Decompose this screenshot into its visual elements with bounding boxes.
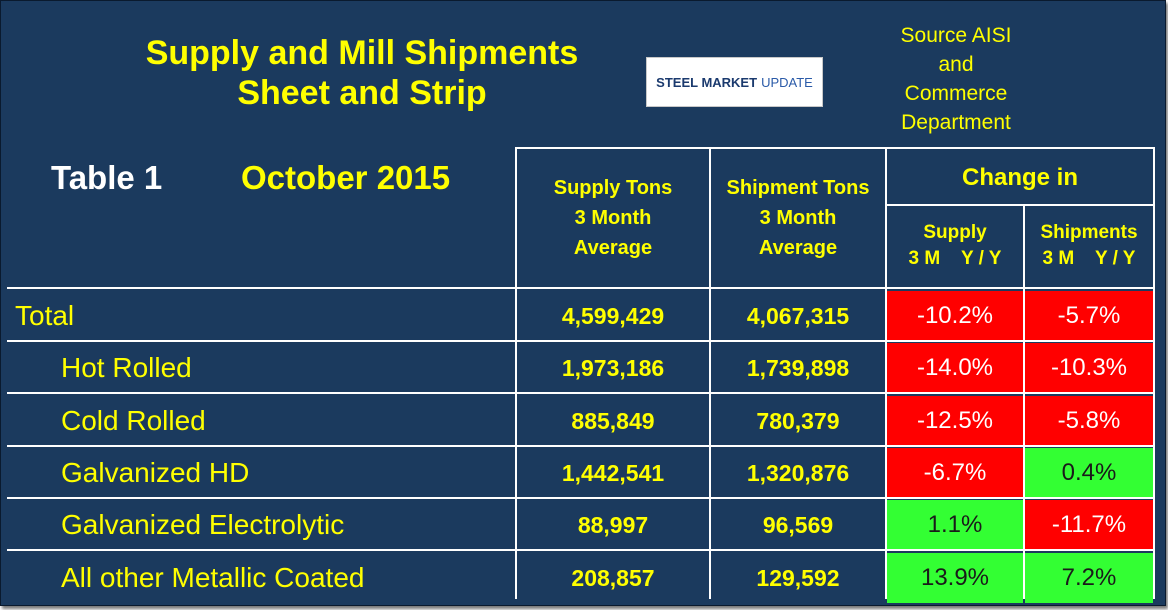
shipments-change-cell: -5.7% [1025,291,1153,341]
supply-change-cell: -12.5% [887,396,1023,446]
grid-line [887,204,1155,206]
row-label: Cold Rolled [61,405,206,436]
supply-value: 88,997 [577,512,649,538]
grid-line [885,147,887,599]
shipments-change-cell: -5.8% [1025,396,1153,446]
steel-market-update-logo: STEEL MARKET UPDATE [646,57,823,107]
shipment-value: 129,592 [756,565,840,591]
row-divider [7,445,1155,447]
row-label: Total [15,300,75,331]
shipment-value: 1,320,876 [746,460,850,486]
grid-line [709,147,711,599]
row-label: All other Metallic Coated [61,562,365,593]
header-shipment-line-1: Shipment Tons [726,177,870,199]
logo-text-regular: UPDATE [761,74,813,90]
header-change-shipments-line-2: 3 M Y / Y [1042,248,1136,269]
supply-change-cell: 1.1% [887,500,1023,550]
page-title: Supply and Mill Shipments Sheet and Stri… [97,33,627,113]
header-change-supply-line-1: Supply [923,222,987,243]
table-number: Table 1 [51,159,163,196]
grid-line [515,147,517,599]
header-shipment-tons: Shipment Tons 3 Month Average [711,173,885,263]
header-change-shipments-line-1: Shipments [1040,222,1138,243]
title-line-2: Sheet and Strip [237,74,487,112]
supply-value: 208,857 [571,565,655,591]
supply-value: 1,442,541 [561,460,665,486]
header-supply-line-1: Supply Tons [553,177,673,199]
source-line-3: Commerce [904,82,1008,105]
shipment-value: 1,739,898 [746,355,850,381]
source-note: Source AISI and Commerce Department [871,21,1041,137]
supply-value: 885,849 [571,408,655,434]
supply-change-cell: -10.2% [887,291,1023,341]
shipment-value: 780,379 [756,408,840,434]
grid-line [1023,204,1025,599]
header-shipment-line-3: Average [758,237,838,259]
grid-line [1153,147,1155,599]
supply-value: 4,599,429 [561,303,665,329]
row-label: Hot Rolled [61,352,192,383]
header-shipment-line-2: 3 Month [759,207,837,229]
row-divider [7,497,1155,499]
grid-line [7,287,1155,289]
header-change-supply: Supply 3 M Y / Y [887,220,1023,272]
supply-change-cell: 13.9% [887,553,1023,603]
supply-change-cell: -6.7% [887,448,1023,498]
header-supply-line-3: Average [573,237,653,259]
row-divider [7,392,1155,394]
source-line-1: Source AISI [900,24,1012,47]
header-change-shipments: Shipments 3 M Y / Y [1025,220,1153,272]
grid-line [515,147,1155,149]
supply-value: 1,973,186 [561,355,665,381]
row-label: Galvanized Electrolytic [61,509,345,540]
header-supply-line-2: 3 Month [574,207,652,229]
row-label: Galvanized HD [61,457,250,488]
shipment-value: 4,067,315 [746,303,850,329]
title-line-1: Supply and Mill Shipments [145,34,579,72]
source-line-2: and [938,53,974,76]
header-change-in: Change in [961,164,1078,191]
shipments-change-cell: 7.2% [1025,553,1153,603]
row-divider [7,340,1155,342]
table-month: October 2015 [241,159,451,196]
header-change-supply-line-2: 3 M Y / Y [908,248,1002,269]
logo-text-bold: STEEL MARKET [656,74,758,90]
header-supply-tons: Supply Tons 3 Month Average [517,173,709,263]
shipments-change-cell: 0.4% [1025,448,1153,498]
source-line-4: Department [901,111,1011,134]
shipments-change-cell: -10.3% [1025,343,1153,393]
row-divider [7,549,1155,551]
shipment-value: 96,569 [762,512,834,538]
shipments-change-cell: -11.7% [1025,500,1153,550]
supply-change-cell: -14.0% [887,343,1023,393]
